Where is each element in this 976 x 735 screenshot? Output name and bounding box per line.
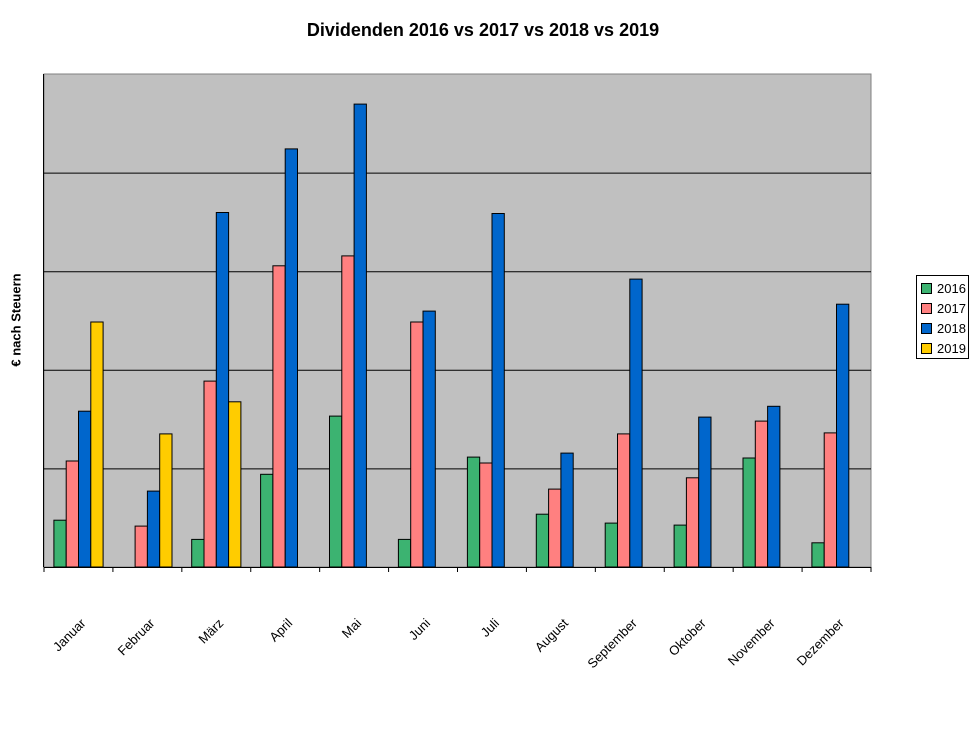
bar-2018-april <box>284 148 299 568</box>
bar-2017-april <box>272 265 286 568</box>
x-tick-label: März <box>195 616 226 647</box>
bar-2016-mai <box>329 415 343 568</box>
legend-item-2017: 2017 <box>921 298 968 318</box>
bar-2017-september <box>617 433 631 568</box>
bar-2019-januar <box>90 321 104 568</box>
x-tick-label: Juni <box>406 615 434 643</box>
legend-label: 2019 <box>937 340 966 356</box>
bar-2016-oktober <box>673 524 687 568</box>
x-tick-label: Mai <box>339 615 364 640</box>
bar-2016-november <box>742 457 756 568</box>
legend: 2016 2017 2018 2019 <box>916 275 969 359</box>
bar-2017-august <box>548 488 562 568</box>
bar-2018-september <box>629 278 643 568</box>
bar-2018-februar <box>146 490 161 568</box>
bar-2019-märz <box>228 401 242 568</box>
legend-swatch <box>921 342 932 354</box>
legend-label: 2018 <box>937 320 966 336</box>
legend-label: 2016 <box>937 280 966 296</box>
legend-item-2018: 2018 <box>921 318 968 338</box>
legend-label: 2017 <box>937 300 966 316</box>
bar-2017-februar <box>134 525 148 568</box>
x-tick-label: Oktober <box>666 615 710 659</box>
legend-swatch <box>921 302 932 314</box>
bar-2016-august <box>535 513 550 568</box>
x-tick-label: September <box>584 615 640 671</box>
chart-title: Dividenden 2016 vs 2017 vs 2018 vs 2019 <box>306 20 660 40</box>
x-tick-label: Februar <box>115 615 158 658</box>
bar-2016-januar <box>53 519 67 568</box>
bar-2016-juni <box>397 538 412 568</box>
bar-2018-november <box>767 405 781 568</box>
x-tick-label: April <box>266 615 295 644</box>
bar-2018-januar <box>78 410 92 568</box>
bar-2017-november <box>754 420 769 568</box>
x-tick-label: Dezember <box>794 615 847 668</box>
x-tick-label: Juli <box>478 615 502 639</box>
bar-2018-dezember <box>836 303 850 568</box>
bar-2018-märz <box>215 212 230 568</box>
bar-2018-oktober <box>698 416 712 568</box>
bar-2017-oktober <box>685 477 700 568</box>
x-tick-label: Januar <box>50 615 89 654</box>
bar-2018-august <box>560 452 574 568</box>
bar-2016-september <box>604 522 619 568</box>
x-tick-label: November <box>725 615 778 668</box>
legend-swatch <box>921 282 932 294</box>
legend-swatch <box>921 322 932 334</box>
legend-item-2019: 2019 <box>921 338 968 358</box>
bar-2017-januar <box>65 460 79 568</box>
bar-2017-juni <box>410 321 424 568</box>
bar-2018-juni <box>422 310 436 568</box>
bar-2016-märz <box>191 538 205 568</box>
bar-2018-juli <box>491 213 505 568</box>
bar-2018-mai <box>353 103 367 568</box>
bar-2017-märz <box>203 380 217 568</box>
x-tick-label: August <box>532 615 571 654</box>
bar-2017-juli <box>479 462 493 568</box>
legend-item-2016: 2016 <box>921 278 968 298</box>
plot-area <box>43 73 872 568</box>
bar-2016-april <box>260 473 274 568</box>
bar-2019-februar <box>159 433 173 568</box>
bar-2017-dezember <box>823 432 838 568</box>
bar-2017-mai <box>341 255 355 568</box>
bar-2016-juli <box>466 456 481 568</box>
bar-2016-dezember <box>811 542 825 568</box>
